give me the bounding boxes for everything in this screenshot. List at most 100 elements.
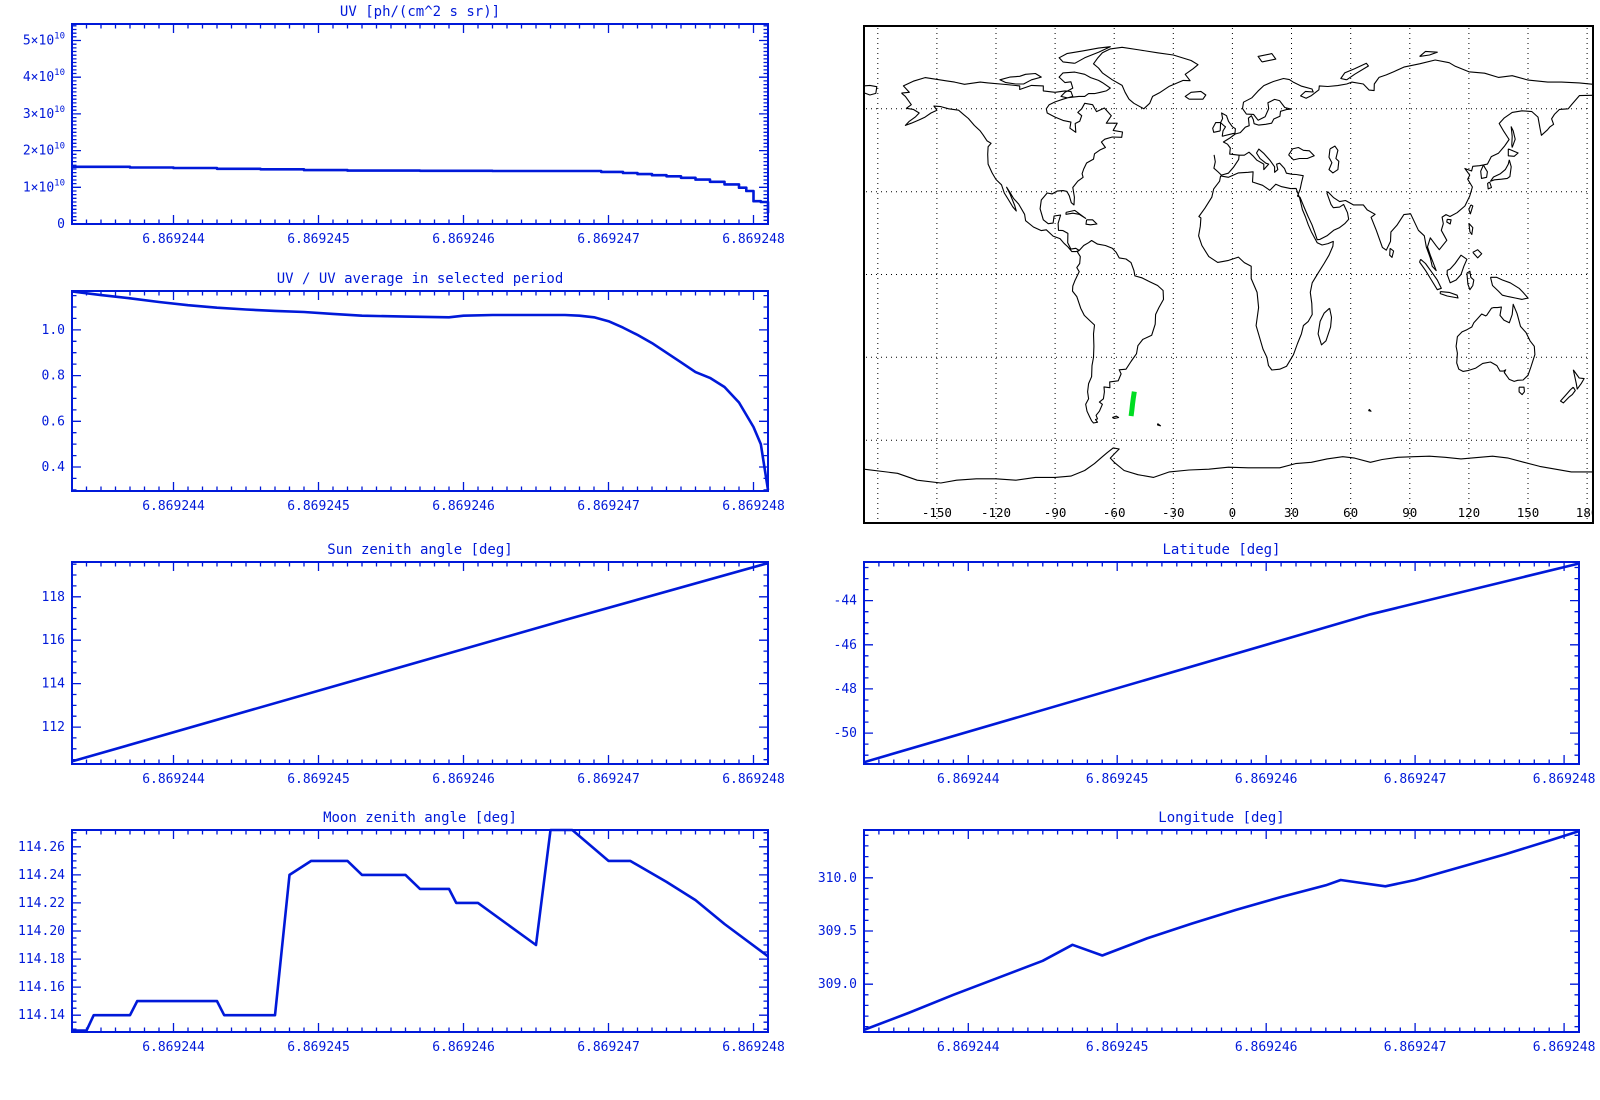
x-tick-label: 6.869247	[1384, 772, 1447, 787]
y-tick-label: 0.4	[42, 460, 66, 475]
chart-title: Latitude [deg]	[1162, 542, 1280, 558]
x-tick-label: 6.869248	[722, 499, 785, 514]
x-tick-label: 6.869244	[937, 1040, 1000, 1055]
y-tick-label: 116	[42, 633, 65, 648]
y-tick-label: 5×1010	[23, 32, 65, 49]
x-tick-label: 6.869248	[722, 1040, 785, 1055]
y-tick-label: 118	[42, 590, 65, 605]
map-lon-label: -90	[1044, 505, 1067, 520]
map-graticule	[866, 28, 1591, 521]
map-lon-label: -30	[1162, 505, 1185, 520]
map-lon-label: -150	[922, 505, 952, 520]
x-tick-label: 6.869245	[287, 772, 350, 787]
x-tick-label: 6.869246	[1235, 1040, 1298, 1055]
data-line-latitude	[863, 562, 1580, 764]
data-line-longitude	[863, 829, 1580, 1032]
ground-track	[1128, 391, 1137, 417]
map-lon-label: 180	[1576, 505, 1599, 520]
y-tick-label: 114.24	[18, 868, 65, 883]
y-tick-label: 114	[42, 677, 66, 692]
y-tick-label: -48	[834, 682, 857, 697]
x-tick-label: 6.869245	[1086, 1040, 1149, 1055]
y-tick-label: 114.22	[18, 896, 65, 911]
map-border	[863, 25, 1594, 524]
world-map: -150 -120 -90 -60 -30 0 30 60 90 120 150 180	[863, 25, 1599, 524]
x-tick-label: 6.869247	[577, 232, 640, 247]
y-tick-label: 1.0	[42, 323, 65, 338]
axis-box	[863, 561, 1580, 765]
map-lon-label: 0	[1229, 505, 1237, 520]
x-tick-label: 6.869245	[1086, 772, 1149, 787]
y-tick-label: 4×1010	[23, 68, 65, 85]
x-tick-label: 6.869244	[142, 772, 205, 787]
chart-sun_zenith: Sun zenith angle [deg] 6.869244 6.869245 6.…	[42, 542, 785, 787]
axis-box	[71, 290, 769, 492]
y-tick-label: -50	[834, 726, 857, 741]
axis-ticks	[71, 562, 768, 764]
chart-longitude: Longitude [deg] 6.869244 6.869245 6.869246 6…	[818, 810, 1596, 1055]
y-tick-label: 309.0	[818, 977, 857, 992]
x-tick-label: 6.869245	[287, 499, 350, 514]
axis-ticks	[71, 24, 768, 224]
y-tick-label: 2×1010	[23, 142, 65, 159]
x-tick-label: 6.869247	[1384, 1040, 1447, 1055]
x-tick-label: 6.869248	[1533, 1040, 1596, 1055]
x-tick-label: 6.869244	[142, 499, 205, 514]
x-tick-label: 6.869248	[722, 232, 785, 247]
x-tick-label: 6.869245	[287, 1040, 350, 1055]
axis-ticks	[71, 291, 768, 491]
y-tick-label: 0.8	[42, 369, 65, 384]
axis-box	[863, 829, 1580, 1033]
y-tick-label: 114.14	[18, 1008, 65, 1023]
y-tick-label: 3×1010	[23, 105, 65, 122]
x-tick-label: 6.869244	[142, 1040, 205, 1055]
y-tick-label: -46	[834, 638, 857, 653]
chart-title: UV / UV average in selected period	[277, 271, 564, 287]
coastlines	[865, 46, 1592, 484]
chart-title: Moon zenith angle [deg]	[323, 810, 517, 826]
x-tick-label: 6.869246	[432, 772, 495, 787]
y-tick-label: -44	[834, 594, 858, 609]
x-tick-label: 6.869247	[577, 1040, 640, 1055]
y-tick-label: 0.6	[42, 414, 65, 429]
map-content: -150 -120 -90 -60 -30 0 30 60 90 120 150 180	[865, 28, 1599, 521]
chart-moon_zenith: Moon zenith angle [deg] 6.869244 6.869245 6…	[18, 810, 785, 1055]
map-lon-label: 60	[1343, 505, 1358, 520]
axis-box	[71, 23, 769, 225]
y-tick-label: 114.26	[18, 840, 65, 855]
axis-ticks	[71, 830, 768, 1032]
map-lon-label: 30	[1284, 505, 1299, 520]
map-lon-label: -60	[1103, 505, 1126, 520]
y-tick-label: 1×1010	[23, 178, 65, 195]
y-tick-label: 114.18	[18, 952, 65, 967]
chart-title: UV [ph/(cm^2 s sr)]	[340, 4, 500, 20]
x-tick-label: 6.869246	[432, 1040, 495, 1055]
map-lon-label: 90	[1402, 505, 1417, 520]
x-tick-label: 6.869248	[722, 772, 785, 787]
x-tick-label: 6.869247	[577, 499, 640, 514]
y-tick-label: 112	[42, 720, 65, 735]
x-tick-label: 6.869244	[142, 232, 205, 247]
y-tick-label: 114.16	[18, 980, 65, 995]
x-tick-label: 6.869246	[432, 499, 495, 514]
data-line-sun_zenith	[71, 561, 769, 763]
y-tick-label: 309.5	[818, 924, 857, 939]
chart-title: Longitude [deg]	[1158, 810, 1284, 826]
chart-title: Sun zenith angle [deg]	[327, 542, 512, 558]
map-lon-label: -120	[981, 505, 1011, 520]
data-line-uv_ratio	[71, 290, 770, 491]
y-tick-label: 310.0	[818, 871, 857, 886]
map-lon-label: 120	[1458, 505, 1481, 520]
chart-uv_ratio: UV / UV average in selected period 6.8692…	[42, 271, 785, 514]
x-tick-label: 6.869246	[432, 232, 495, 247]
data-line-uv	[72, 165, 770, 213]
x-tick-label: 6.869248	[1533, 772, 1596, 787]
y-tick-label: 0	[57, 217, 65, 232]
axis-ticks	[863, 562, 1579, 764]
x-tick-label: 6.869245	[287, 232, 350, 247]
chart-latitude: Latitude [deg] 6.869244 6.869245 6.869246 6.…	[834, 542, 1596, 787]
x-tick-label: 6.869247	[577, 772, 640, 787]
y-tick-label: 114.20	[18, 924, 65, 939]
